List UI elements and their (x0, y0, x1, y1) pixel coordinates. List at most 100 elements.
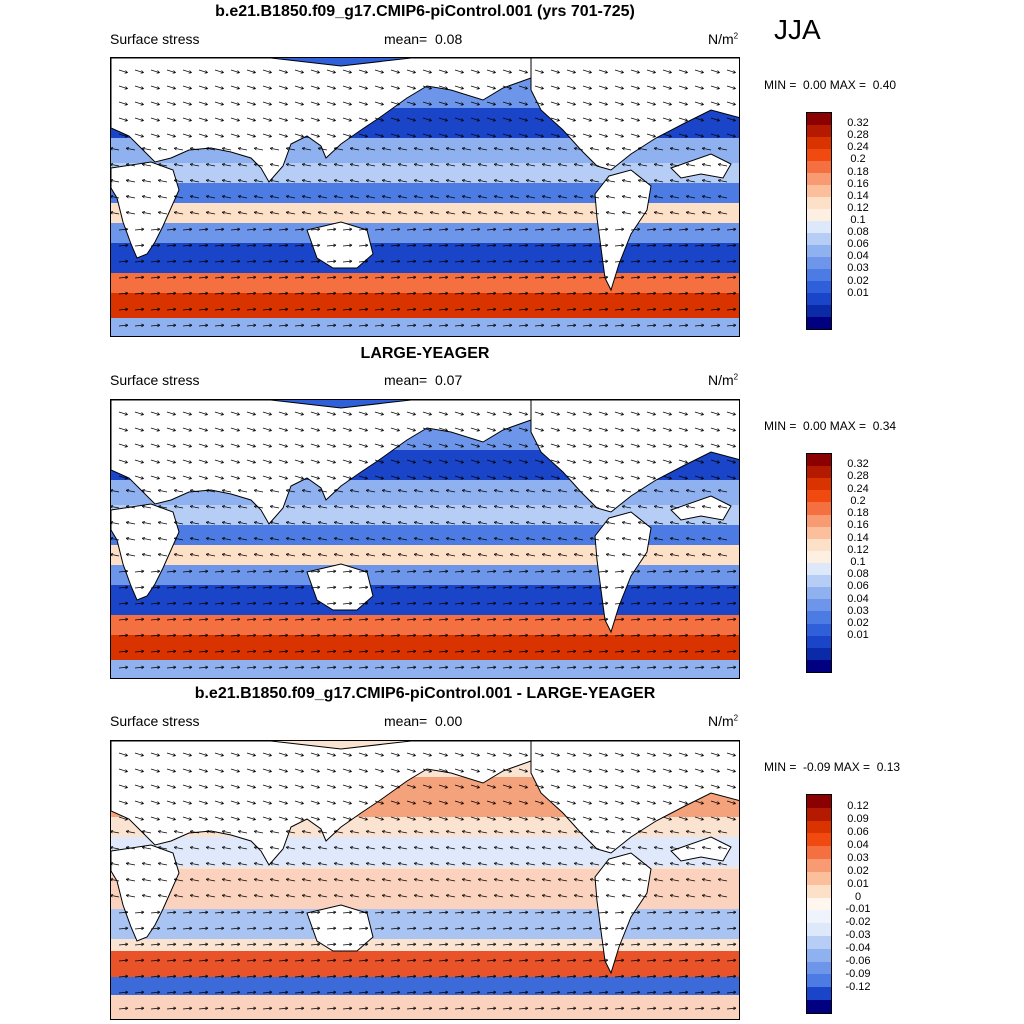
colorbar-tick-label: 0.06 (847, 825, 869, 838)
colorbar-tick-label: 0.28 (847, 129, 869, 142)
colorbar-swatch (807, 197, 831, 209)
colorbar-swatch (807, 269, 831, 281)
colorbar-tick-label: 0.12 (847, 543, 869, 556)
panel2-title: LARGE-YEAGER (360, 345, 490, 362)
colorbar-swatch (807, 137, 831, 149)
colorbar-tick-label: 0.2 (850, 494, 866, 507)
colorbar-tick-label: 0.16 (847, 519, 869, 532)
panel3-mean: mean= 0.00 (384, 713, 463, 729)
colorbar-swatch (807, 209, 831, 221)
panel2-map-plot (111, 400, 739, 678)
colorbar-tick-label: 0.03 (847, 851, 869, 864)
colorbar-swatch (807, 659, 831, 672)
colorbar-tick-label: 0.12 (847, 201, 869, 214)
colorbar-swatch (807, 587, 831, 600)
colorbar-tick-label: 0.24 (847, 141, 869, 154)
colorbar-swatch (807, 897, 831, 911)
panel1-units: N/m2 (708, 31, 739, 47)
colorbar-tick-label: 0.02 (847, 617, 869, 630)
colorbar-tick-label: 0.06 (847, 580, 869, 593)
colorbar-swatch (807, 599, 831, 612)
panel3-colorbar (806, 794, 832, 1014)
colorbar-swatch (807, 221, 831, 233)
colorbar-swatch (807, 245, 831, 257)
colorbar-swatch (807, 987, 831, 1000)
colorbar-tick-label: 0.09 (847, 812, 869, 825)
panel3-map (110, 740, 740, 1020)
colorbar-swatch (807, 478, 831, 491)
colorbar-tick-label: 0 (854, 890, 862, 903)
panel2-mean: mean= 0.07 (384, 372, 463, 388)
colorbar-tick-label: 0.04 (847, 838, 869, 851)
colorbar-swatch (807, 820, 831, 834)
colorbar-swatch (807, 502, 831, 515)
panel1-field-label: Surface stress (110, 31, 200, 47)
colorbar-tick-label: 0.14 (847, 531, 869, 544)
colorbar-swatch (807, 538, 831, 551)
colorbar-swatch (807, 948, 831, 962)
colorbar-tick-label: 0.24 (847, 482, 869, 495)
colorbar-tick-label: 0.18 (847, 507, 869, 520)
colorbar-swatch (807, 293, 831, 305)
colorbar-tick-label: 0.06 (847, 238, 869, 251)
panel2-map (110, 399, 740, 679)
colorbar-swatch (807, 910, 831, 924)
colorbar-swatch (807, 149, 831, 161)
colorbar-tick-label: 0.04 (847, 250, 869, 263)
colorbar-swatch (807, 795, 831, 808)
colorbar-swatch (807, 173, 831, 185)
colorbar-tick-label: 0.02 (847, 864, 869, 877)
colorbar-tick-label: 0.03 (847, 262, 869, 275)
colorbar-tick-label: 0.14 (847, 189, 869, 202)
colorbar-tick-label: 0.28 (847, 470, 869, 483)
colorbar-swatch (807, 490, 831, 503)
colorbar-tick-label: -0.09 (845, 968, 871, 981)
colorbar-swatch (807, 884, 831, 898)
panel2-colorbar (806, 453, 832, 673)
colorbar-swatch (807, 846, 831, 860)
panel1-map-plot (111, 58, 739, 336)
panel3-field-label: Surface stress (110, 713, 200, 729)
colorbar-tick-label: 0.32 (847, 117, 869, 130)
colorbar-swatch (807, 454, 831, 467)
colorbar-swatch (807, 550, 831, 563)
colorbar-swatch (807, 185, 831, 197)
colorbar-swatch (807, 257, 831, 269)
colorbar-tick-label: 0.1 (850, 214, 866, 226)
colorbar-swatch (807, 317, 831, 329)
colorbar-swatch (807, 526, 831, 539)
panel2-field-label: Surface stress (110, 372, 200, 388)
colorbar-swatch (807, 125, 831, 137)
colorbar-tick-label: 0.16 (847, 177, 869, 190)
colorbar-swatch (807, 233, 831, 245)
panel3-map-plot (111, 741, 739, 1019)
colorbar-tick-label: 0.01 (847, 286, 869, 299)
colorbar-swatch (807, 859, 831, 872)
colorbar-swatch (807, 935, 831, 949)
colorbar-tick-label: 0.02 (847, 274, 869, 287)
colorbar-swatch (807, 113, 831, 125)
colorbar-tick-label: 0.03 (847, 604, 869, 617)
colorbar-swatch (807, 647, 831, 660)
panel3-title: b.e21.B1850.f09_g17.CMIP6-piControl.001 … (194, 685, 656, 702)
colorbar-swatch (807, 1000, 831, 1013)
panel2-minmax: MIN = 0.00 MAX = 0.34 (764, 419, 897, 433)
colorbar-tick-label: 0.08 (847, 226, 869, 239)
colorbar-swatch (807, 961, 831, 975)
colorbar-swatch (807, 635, 831, 648)
colorbar-swatch (807, 871, 831, 885)
colorbar-tick-label: 0.12 (847, 799, 869, 812)
panel2-units: N/m2 (708, 372, 739, 388)
panel3-minmax: MIN = -0.09 MAX = 0.13 (764, 760, 901, 774)
panel1-title: b.e21.B1850.f09_g17.CMIP6-piControl.001 … (215, 3, 635, 20)
colorbar-swatch (807, 833, 831, 847)
colorbar-tick-label: 0.32 (847, 458, 869, 471)
colorbar-swatch (807, 974, 831, 988)
colorbar-swatch (807, 611, 831, 624)
panel1-mean: mean= 0.08 (384, 31, 463, 47)
colorbar-swatch (807, 281, 831, 293)
colorbar-tick-label: 0.18 (847, 165, 869, 178)
colorbar-tick-label: -0.06 (845, 955, 871, 968)
colorbar-tick-label: -0.12 (845, 981, 871, 994)
colorbar-tick-label: 0.1 (850, 556, 866, 568)
